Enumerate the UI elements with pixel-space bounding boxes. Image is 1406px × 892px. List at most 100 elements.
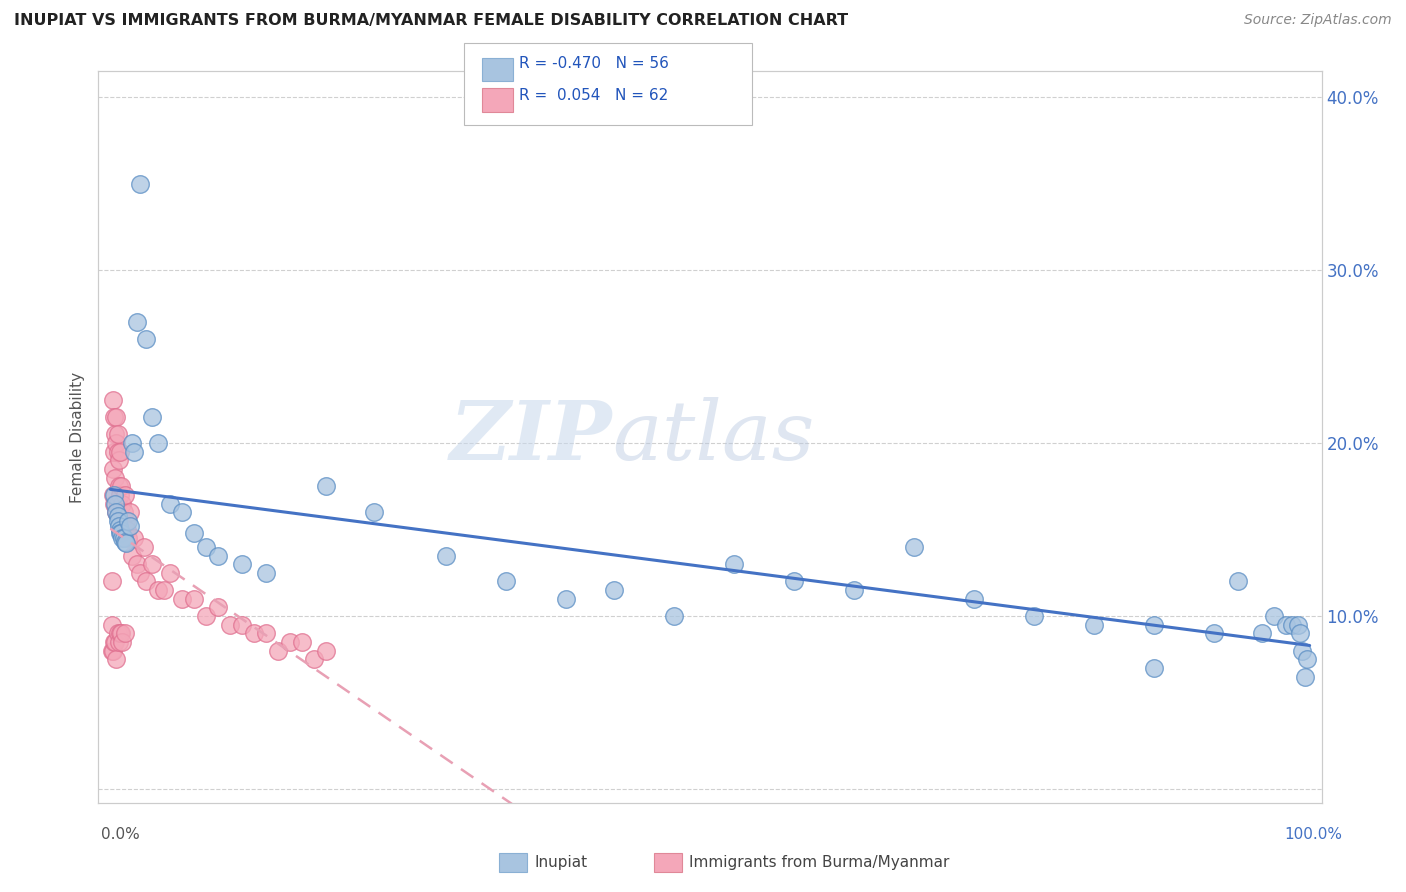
Point — [118, 519, 141, 533]
Point — [110, 526, 132, 541]
Point — [101, 488, 124, 502]
Point — [903, 540, 925, 554]
Point — [107, 444, 129, 458]
Point — [121, 549, 143, 563]
Point — [117, 514, 139, 528]
Point — [105, 436, 128, 450]
Point — [315, 643, 337, 657]
Point — [183, 591, 205, 606]
Point — [207, 549, 229, 563]
Point — [842, 583, 865, 598]
Point — [108, 479, 131, 493]
Point — [114, 626, 136, 640]
Point — [103, 444, 125, 458]
Point — [243, 626, 266, 640]
Text: 0.0%: 0.0% — [101, 827, 141, 841]
Point — [363, 505, 385, 519]
Point — [1274, 617, 1296, 632]
Point — [115, 514, 138, 528]
Point — [124, 444, 146, 458]
Point — [195, 540, 218, 554]
Text: Immigrants from Burma/Myanmar: Immigrants from Burma/Myanmar — [689, 855, 949, 870]
Point — [104, 497, 127, 511]
Point — [723, 557, 745, 571]
Point — [153, 583, 176, 598]
Point — [108, 488, 131, 502]
Point — [117, 531, 139, 545]
Point — [101, 643, 124, 657]
Point — [114, 488, 136, 502]
Point — [107, 508, 129, 523]
Point — [104, 471, 127, 485]
Point — [103, 497, 125, 511]
Point — [1289, 626, 1312, 640]
Point — [434, 549, 457, 563]
Point — [125, 315, 148, 329]
Point — [107, 497, 129, 511]
Point — [148, 583, 170, 598]
Point — [108, 523, 131, 537]
Point — [114, 534, 136, 549]
Point — [103, 488, 125, 502]
Point — [135, 332, 157, 346]
Point — [254, 626, 277, 640]
Point — [783, 574, 806, 589]
Point — [115, 523, 138, 537]
Point — [107, 514, 129, 528]
Point — [108, 635, 131, 649]
Point — [108, 526, 131, 541]
Point — [105, 505, 128, 519]
Text: Inupiat: Inupiat — [534, 855, 588, 870]
Point — [603, 583, 626, 598]
Point — [315, 479, 337, 493]
Point — [100, 643, 122, 657]
Point — [1263, 609, 1285, 624]
Point — [304, 652, 326, 666]
Point — [555, 591, 578, 606]
Point — [125, 557, 148, 571]
Point — [108, 453, 131, 467]
Point — [1294, 669, 1316, 683]
Point — [107, 427, 129, 442]
Point — [124, 531, 146, 545]
Point — [110, 479, 132, 493]
Point — [267, 643, 290, 657]
Point — [159, 497, 181, 511]
Point — [108, 444, 131, 458]
Point — [1286, 617, 1309, 632]
Point — [108, 626, 131, 640]
Text: Source: ZipAtlas.com: Source: ZipAtlas.com — [1244, 13, 1392, 28]
Point — [1083, 617, 1105, 632]
Point — [105, 652, 128, 666]
Point — [129, 566, 152, 580]
Text: R =  0.054   N = 62: R = 0.054 N = 62 — [519, 88, 668, 103]
Point — [1022, 609, 1045, 624]
Point — [963, 591, 986, 606]
Point — [129, 177, 152, 191]
Text: 100.0%: 100.0% — [1285, 827, 1343, 841]
Point — [105, 410, 128, 425]
Point — [135, 574, 157, 589]
Point — [101, 392, 124, 407]
Point — [100, 574, 122, 589]
Point — [1281, 617, 1303, 632]
Point — [172, 505, 194, 519]
Text: R = -0.470   N = 56: R = -0.470 N = 56 — [519, 56, 669, 71]
Point — [108, 519, 131, 533]
Y-axis label: Female Disability: Female Disability — [70, 371, 86, 503]
Point — [1250, 626, 1272, 640]
Point — [111, 635, 134, 649]
Point — [110, 626, 132, 640]
Point — [159, 566, 181, 580]
Point — [278, 635, 301, 649]
Point — [100, 617, 122, 632]
Point — [141, 410, 163, 425]
Point — [148, 436, 170, 450]
Point — [1226, 574, 1249, 589]
Point — [172, 591, 194, 606]
Point — [291, 635, 314, 649]
Point — [662, 609, 685, 624]
Point — [118, 505, 141, 519]
Point — [207, 600, 229, 615]
Point — [183, 526, 205, 541]
